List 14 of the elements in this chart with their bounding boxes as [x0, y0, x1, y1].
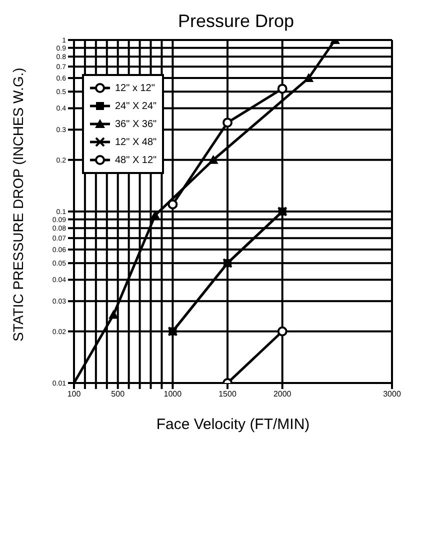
x-tick-label: 1500 — [218, 390, 237, 399]
x-tick-label: 100 — [67, 390, 82, 399]
legend-label: 36" X 36" — [115, 118, 157, 130]
chart-title: Pressure Drop — [176, 10, 296, 33]
legend-label: 48" X 12" — [115, 154, 157, 166]
x-tick-label: 3000 — [383, 390, 402, 399]
legend-label: 12" x 12" — [115, 82, 155, 94]
x-tick-label: 500 — [111, 390, 126, 399]
legend-label: 24" X 24" — [115, 100, 157, 112]
x-tick-label: 1000 — [164, 390, 182, 399]
x-axis-title: Face Velocity (FT/MIN) — [156, 416, 310, 433]
legend-label: 12" X 48" — [115, 136, 157, 148]
y-axis-title: STATIC PRESSURE DROP (INCHES W.G.) — [10, 68, 26, 342]
x-tick-label: 2000 — [273, 390, 292, 399]
